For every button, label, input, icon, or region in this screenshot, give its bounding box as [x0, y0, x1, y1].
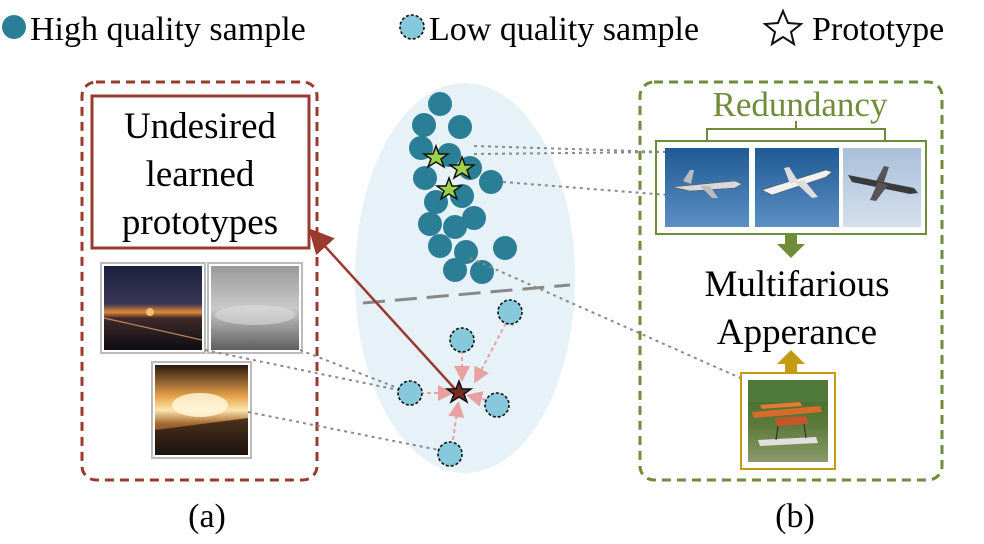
feature-space-ellipse	[355, 83, 575, 473]
low-quality-sample	[449, 327, 475, 353]
low-quality-sample	[484, 392, 510, 418]
star-icon	[444, 378, 474, 404]
legend-low-quality-label: Low quality sample	[429, 11, 699, 48]
sunset-photo	[151, 361, 252, 459]
panel-a: Undesired learned prototypes (a)	[80, 80, 319, 535]
high-quality-sample	[448, 115, 472, 139]
airplane-photo	[843, 148, 921, 227]
panel-a-links	[204, 349, 450, 453]
high-quality-sample	[493, 236, 517, 260]
panel-b: Redundancy Multifarious Apperance	[638, 80, 944, 535]
multifarious-line-1: Multifarious	[705, 264, 890, 305]
dusk-photo	[100, 262, 206, 354]
high-quality-sample	[462, 206, 486, 230]
low-quality-sample	[437, 441, 463, 467]
panel-a-frame	[80, 80, 319, 482]
high-quality-sample	[428, 92, 452, 116]
high-quality-sample	[412, 113, 436, 137]
high-quality-sample	[418, 212, 442, 236]
low-quality-legend-dot	[399, 14, 425, 40]
high-quality-sample	[428, 234, 452, 258]
star-icon	[762, 8, 804, 47]
seaplane-photo-frame	[740, 372, 836, 470]
panel-b-frame	[638, 80, 944, 482]
high-quality-sample	[443, 258, 467, 282]
undesired-title-line-2: learned	[146, 154, 255, 195]
cloud-photo	[207, 262, 303, 354]
bad-prototype-arrow	[308, 228, 456, 390]
high-quality-legend-dot	[2, 15, 26, 39]
high-quality-sample	[437, 143, 461, 167]
legend: High quality sample Low quality sample P…	[2, 8, 944, 48]
high-quality-sample	[470, 260, 494, 284]
undesired-title-line-1: Undesired	[124, 106, 277, 147]
star-icon	[434, 175, 464, 201]
high-quality-sample	[479, 170, 503, 194]
good-prototypes	[421, 143, 477, 201]
redundancy-bracket	[706, 121, 886, 141]
legend-prototype-label: Prototype	[812, 11, 944, 48]
redundancy-label: Redundancy	[713, 85, 888, 124]
panel-b-links	[469, 145, 746, 381]
undesired-prototypes-box	[90, 94, 311, 250]
high-quality-sample	[413, 166, 437, 190]
seaplane-photo	[748, 380, 828, 462]
legend-high-quality-label: High quality sample	[30, 11, 306, 48]
airplane-photo	[755, 148, 839, 227]
undesired-title-line-3: prototypes	[122, 202, 278, 243]
multifarious-line-2: Apperance	[717, 312, 877, 353]
star-icon	[447, 154, 477, 180]
caption-b: (b)	[775, 498, 815, 535]
gold-up-arrow	[777, 350, 805, 374]
low-quality-sample	[497, 299, 523, 325]
low-quality-sample	[397, 380, 423, 406]
star-icon	[421, 143, 451, 169]
high-quality-sample	[443, 215, 467, 239]
airplane-photo	[665, 148, 749, 227]
green-down-arrow	[777, 234, 805, 258]
low-quality-samples	[397, 299, 523, 467]
caption-a: (a)	[188, 498, 226, 535]
